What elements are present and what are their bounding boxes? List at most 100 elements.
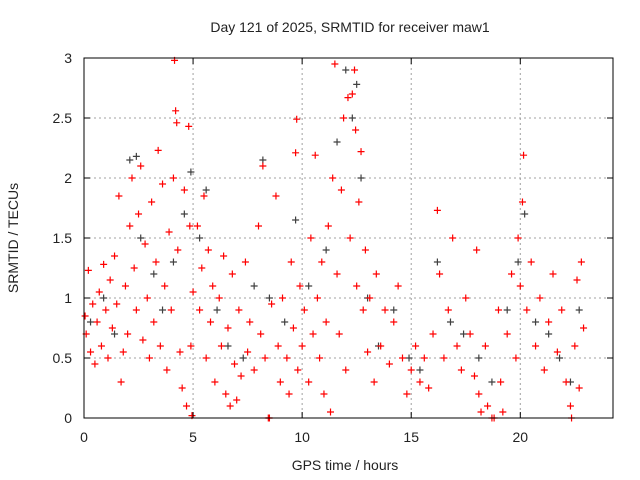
data-point-red <box>141 240 149 248</box>
data-point-red <box>165 228 173 236</box>
axis-ticks: 0 5 10 15 20 0 0.5 1 1.5 2 2.5 3 <box>53 50 613 445</box>
data-point-dark <box>475 354 483 362</box>
data-point-red <box>353 282 361 290</box>
data-point-red <box>289 324 297 332</box>
data-point-red <box>226 402 234 410</box>
data-point-red <box>130 264 138 272</box>
data-point-red <box>364 348 372 356</box>
data-point-red <box>324 222 332 230</box>
data-point-red <box>527 258 535 266</box>
data-point-dark <box>259 156 267 164</box>
data-point-red <box>126 222 134 230</box>
data-point-red <box>272 192 280 200</box>
data-point-red <box>470 372 478 380</box>
data-point-dark <box>159 306 167 314</box>
data-point-red <box>145 354 153 362</box>
data-point-red <box>102 306 110 314</box>
data-point-red <box>566 402 574 410</box>
data-point-red <box>573 276 581 284</box>
data-point-dark <box>100 294 108 302</box>
data-point-red <box>250 366 258 374</box>
data-point-red <box>84 266 92 274</box>
data-point-red <box>196 306 204 314</box>
data-point-red <box>473 246 481 254</box>
data-point-red <box>562 378 570 386</box>
data-point-red <box>148 198 156 206</box>
data-point-red <box>97 342 105 350</box>
data-point-red <box>407 366 415 374</box>
data-point-red <box>257 330 265 338</box>
data-point-red <box>545 318 553 326</box>
data-point-red <box>292 149 300 157</box>
data-point-red <box>322 318 330 326</box>
data-point-red <box>215 294 223 302</box>
data-point-dark <box>521 210 529 218</box>
data-point-dark <box>137 234 145 242</box>
data-point-red <box>276 378 284 386</box>
chart-title: Day 121 of 2025, SRMTID for receiver maw… <box>210 19 490 35</box>
data-point-red <box>187 342 195 350</box>
data-point-dark <box>503 306 511 314</box>
data-point-red <box>121 282 129 290</box>
data-point-red <box>81 312 89 320</box>
y-tick-label: 0.5 <box>53 350 73 366</box>
data-point-red <box>549 270 557 278</box>
y-tick-label: 2.5 <box>53 110 73 126</box>
data-point-red <box>163 366 171 374</box>
data-point-red <box>514 234 522 242</box>
data-point-red <box>285 390 293 398</box>
data-point-red <box>161 282 169 290</box>
data-point-red <box>571 342 579 350</box>
data-point-red <box>176 348 184 356</box>
data-point-red <box>305 378 313 386</box>
data-point-red <box>279 294 287 302</box>
data-point-red <box>296 282 304 290</box>
data-point-red <box>217 342 225 350</box>
data-point-dark <box>265 294 273 302</box>
data-point-red <box>372 270 380 278</box>
data-point-red <box>350 66 358 74</box>
data-point-red <box>352 126 360 134</box>
data-point-red <box>311 151 319 159</box>
data-point-red <box>331 60 339 68</box>
data-point-red <box>106 276 114 284</box>
data-points <box>81 56 588 422</box>
data-point-red <box>93 318 101 326</box>
data-point-red <box>359 306 367 314</box>
data-point-red <box>333 270 341 278</box>
data-point-red <box>233 396 241 404</box>
data-point-red <box>329 174 337 182</box>
data-point-red <box>337 186 345 194</box>
data-point-red <box>385 360 393 368</box>
data-point-red <box>300 306 308 314</box>
data-point-red <box>100 260 108 268</box>
data-point-red <box>241 258 249 266</box>
data-point-red <box>117 378 125 386</box>
y-tick-label: 1 <box>64 290 72 306</box>
data-point-red <box>119 348 127 356</box>
data-point-red <box>357 148 365 156</box>
data-point-red <box>172 107 180 115</box>
data-point-red <box>327 408 335 416</box>
data-point-red <box>287 258 295 266</box>
data-point-red <box>222 390 230 398</box>
data-point-red <box>189 288 197 296</box>
data-point-red <box>246 318 254 326</box>
data-point-red <box>128 174 136 182</box>
data-point-red <box>150 318 158 326</box>
data-point-red <box>335 330 343 338</box>
data-point-red <box>274 342 282 350</box>
data-point-red <box>186 222 194 230</box>
data-point-red <box>355 198 363 206</box>
y-tick-label: 2 <box>64 170 72 186</box>
data-point-dark <box>196 234 204 242</box>
data-point-red <box>416 378 424 386</box>
data-point-dark <box>305 282 313 290</box>
data-point-red <box>137 162 145 170</box>
x-tick-label: 0 <box>80 429 88 445</box>
data-point-dark <box>150 270 158 278</box>
x-tick-label: 5 <box>189 429 197 445</box>
data-point-red <box>370 378 378 386</box>
data-point-dark <box>132 152 140 160</box>
